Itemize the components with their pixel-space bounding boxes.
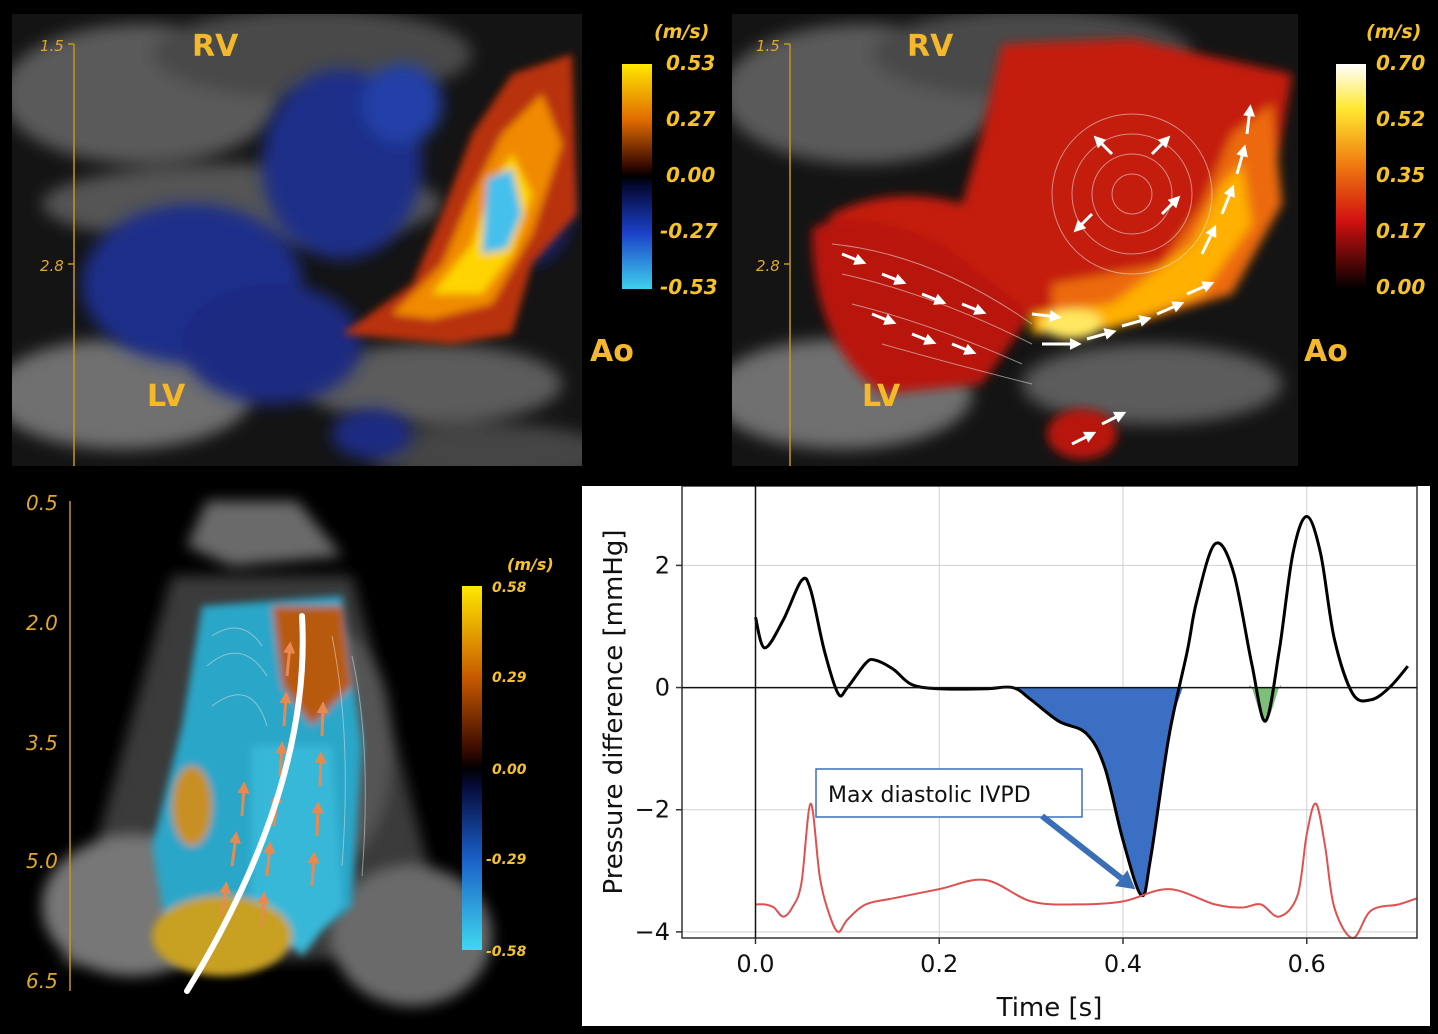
echo-panel-bottom-left: 0.5 2.0 3.5 5.0 6.5 (m/s) 0.58 0.29 0.00…	[12, 486, 578, 1026]
x-tick-label: 0.4	[1104, 950, 1142, 978]
flow-vectors	[219, 641, 329, 927]
colorbar-tick: 0.52	[1376, 107, 1425, 131]
red-yellow-flow-region	[342, 54, 577, 344]
colorbar-tick: 0.17	[1376, 219, 1425, 243]
depth-tick: 5.0	[26, 849, 58, 873]
echo-panel-top-right: 1.5 2.8 RV LV	[732, 14, 1298, 466]
y-tick-label: −2	[635, 796, 670, 824]
echo-image-top-right: 1.5 2.8 RV LV	[732, 14, 1298, 466]
annotation-text: Max diastolic IVPD	[828, 783, 1031, 808]
colorbar-gradient	[622, 64, 652, 289]
depth-tick: 2.8	[40, 257, 64, 275]
x-axis-label: Time [s]	[996, 993, 1103, 1023]
chart-lines	[754, 515, 1418, 939]
x-tick-label: 0.6	[1288, 950, 1326, 978]
tissue-background	[12, 14, 582, 466]
colorbar-tick: 0.70	[1376, 51, 1425, 75]
echo-panel-top-left: 1.5 2.8 RV LV	[12, 14, 582, 466]
colorbar-unit: (m/s)	[507, 555, 554, 574]
colorbar-top-right: Ao (m/s) 0.70 0.52 0.35 0.17 0.00	[1298, 14, 1438, 466]
y-tick-label: 2	[655, 551, 670, 579]
colorbar-tick: 0.53	[666, 51, 715, 75]
depth-tick: 6.5	[26, 969, 58, 993]
colorbar-tick: -0.27	[660, 219, 718, 243]
y-tick-label: −4	[635, 918, 670, 946]
chart-axes	[681, 486, 1418, 939]
colorbar-tick: 0.00	[1376, 275, 1425, 299]
annotation: Max diastolic IVPD	[815, 768, 1136, 890]
colorbar-tick: 0.27	[666, 107, 715, 131]
ecg-curve	[755, 802, 1418, 939]
depth-tick: 1.5	[40, 37, 64, 55]
streamlines	[206, 627, 366, 877]
label-ao: Ao	[590, 334, 634, 369]
flow-vectors	[841, 104, 1256, 446]
colorbar-tick: -0.53	[660, 275, 718, 299]
label-ao: Ao	[1304, 334, 1348, 369]
depth-tick: 2.0	[26, 611, 58, 635]
annotation-box	[815, 768, 1083, 818]
colorbar-tick: 0.29	[492, 670, 527, 686]
pressure-chart: 0.0 0.2 0.4 0.6 −4 −2 0 2 Time [s] Pressure dif…	[599, 486, 1418, 1023]
annotation-arrowhead	[1115, 870, 1136, 890]
colorbar-unit: (m/s)	[1366, 21, 1421, 43]
colorbar-gradient	[1336, 64, 1366, 289]
colorbar-tick: 0.00	[666, 163, 715, 187]
colorbar-tick: 0.58	[492, 580, 527, 596]
depth-tick: 2.8	[756, 257, 780, 275]
colorbar-tick: -0.29	[486, 852, 527, 868]
y-axis-label: Pressure difference [mmHg]	[599, 529, 629, 894]
label-rv: RV	[192, 29, 239, 64]
colorbar-unit: (m/s)	[654, 21, 709, 43]
label-lv: LV	[862, 379, 901, 414]
label-lv: LV	[147, 379, 186, 414]
label-rv: RV	[907, 29, 954, 64]
colorbar-top-left: Ao (m/s) 0.53 0.27 0.00 -0.27 -0.53	[582, 14, 732, 466]
pressure-chart-panel: 0.0 0.2 0.4 0.6 −4 −2 0 2 Time [s] Pressure dif…	[582, 486, 1430, 1026]
measurement-line	[184, 613, 306, 994]
depth-tick: 3.5	[26, 731, 58, 755]
colorbar-tick: 0.35	[1376, 163, 1425, 187]
velocity-field	[812, 39, 1292, 459]
colorbar-tick: 0.00	[492, 762, 527, 778]
echo-image-top-left: 1.5 2.8 RV LV	[12, 14, 582, 466]
diastolic-ivpd-area	[1012, 687, 1183, 896]
depth-tick: 0.5	[26, 491, 58, 515]
colorbar-gradient	[462, 586, 482, 950]
secondary-area	[1248, 685, 1282, 722]
annotation-arrow	[1040, 813, 1124, 881]
echo-image-bottom-left: 0.5 2.0 3.5 5.0 6.5 (m/s) 0.58 0.29 0.00…	[12, 486, 578, 1026]
y-tick-label: 0	[655, 674, 670, 702]
plot-frame	[681, 486, 1418, 939]
depth-tick: 1.5	[756, 37, 780, 55]
x-tick-label: 0.2	[920, 950, 958, 978]
chart-ticks: 0.0 0.2 0.4 0.6 −4 −2 0 2	[635, 551, 1326, 978]
pressure-curve	[754, 515, 1409, 898]
x-tick-label: 0.0	[736, 950, 774, 978]
colorbar-tick: -0.58	[486, 944, 527, 960]
